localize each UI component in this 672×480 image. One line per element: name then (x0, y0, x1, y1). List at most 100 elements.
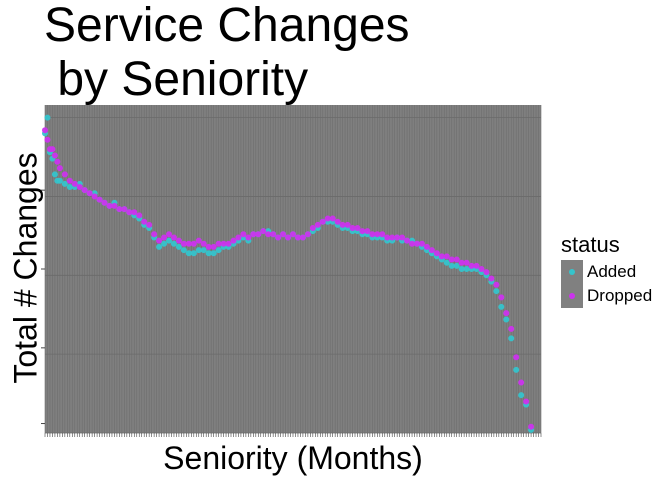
data-point-added (51, 171, 58, 178)
data-point-added (463, 266, 470, 272)
data-point-dropped (166, 231, 172, 238)
data-points (42, 114, 535, 433)
data-point-dropped (334, 218, 341, 225)
data-point-dropped (314, 221, 321, 228)
data-point-dropped (478, 266, 485, 272)
data-point-dropped (364, 228, 371, 235)
data-point-dropped (240, 231, 247, 238)
data-point-added (195, 247, 202, 254)
data-point-dropped (488, 275, 495, 282)
data-point-dropped (116, 206, 123, 213)
data-point-dropped (443, 253, 450, 260)
data-point-dropped (54, 158, 61, 165)
data-point-dropped (131, 209, 138, 216)
data-point-dropped (91, 193, 98, 200)
data-point-added (210, 250, 217, 257)
data-point-dropped (195, 237, 202, 244)
data-point-dropped (394, 234, 401, 241)
data-point-added (458, 266, 465, 272)
legend-dot-dropped-icon (569, 293, 575, 299)
data-point-dropped (101, 199, 108, 206)
data-point-dropped (329, 215, 336, 222)
legend: status Added Dropped (561, 232, 652, 308)
data-point-added (493, 288, 500, 295)
chart-title-line-2: by Seniority (44, 53, 309, 106)
data-point-dropped (235, 234, 242, 241)
data-point-added (180, 247, 187, 254)
data-point-added (448, 262, 455, 269)
data-point-dropped (438, 253, 445, 260)
data-point-dropped (49, 146, 56, 153)
legend-key-dropped (561, 284, 583, 308)
data-point-dropped (61, 171, 68, 178)
data-point-dropped (513, 354, 520, 361)
data-point-dropped (136, 212, 143, 219)
data-point-dropped (423, 243, 430, 250)
data-point-dropped (280, 231, 287, 238)
data-point-dropped (81, 187, 88, 194)
data-point-added (200, 247, 207, 254)
data-point-dropped (468, 262, 475, 269)
data-point-dropped (86, 190, 93, 197)
data-point-dropped (190, 240, 197, 247)
axis-ticks (41, 189, 542, 437)
data-point-dropped (265, 231, 272, 238)
data-point-dropped (294, 234, 301, 241)
data-point-dropped (483, 269, 490, 276)
data-point-dropped (42, 127, 48, 134)
data-point-dropped (389, 234, 396, 241)
data-point-dropped (324, 215, 331, 222)
legend-entry-dropped: Dropped (561, 284, 652, 308)
data-point-dropped (418, 240, 425, 247)
data-point-dropped (349, 225, 356, 231)
data-point-dropped (508, 325, 515, 332)
data-point-dropped (369, 231, 376, 238)
data-point-added (156, 243, 163, 250)
data-point-dropped (309, 225, 316, 231)
data-point-added (508, 335, 515, 342)
data-point-dropped (170, 234, 177, 241)
data-point-added (66, 184, 73, 190)
chart-title-line-1: Service Changes (44, 0, 410, 52)
data-point-added (518, 392, 525, 399)
data-point-dropped (414, 240, 420, 247)
data-point-dropped (250, 231, 257, 238)
data-point-dropped (96, 196, 103, 203)
data-point-dropped (141, 218, 148, 225)
legend-label-dropped: Dropped (587, 286, 653, 305)
data-point-dropped (339, 221, 346, 228)
data-point-added (503, 316, 510, 323)
data-point-dropped (76, 184, 83, 190)
legend-dot-added-icon (569, 269, 575, 275)
data-point-added (161, 240, 168, 247)
data-point-added (44, 114, 51, 121)
legend-entry-added: Added (561, 260, 652, 284)
data-point-added (61, 180, 68, 187)
data-point-dropped (126, 209, 133, 216)
data-point-dropped (255, 231, 262, 238)
data-point-dropped (528, 423, 535, 430)
data-point-dropped (205, 243, 212, 250)
data-point-dropped (319, 218, 326, 225)
data-point-dropped (71, 180, 78, 187)
data-point-dropped (299, 234, 306, 241)
data-point-dropped (374, 231, 381, 238)
data-point-dropped (523, 398, 530, 405)
data-point-dropped (200, 240, 207, 247)
data-point-dropped (210, 243, 217, 250)
data-point-added (56, 177, 63, 184)
data-point-dropped (180, 240, 187, 247)
data-point-dropped (260, 228, 267, 235)
data-point-dropped (106, 202, 113, 209)
legend-key-added (561, 260, 583, 284)
grid-lines (44, 105, 542, 434)
data-point-dropped (384, 234, 391, 241)
data-point-dropped (304, 231, 311, 238)
data-point-dropped (359, 228, 366, 235)
data-point-added (205, 250, 212, 257)
data-point-dropped (151, 231, 158, 238)
data-point-dropped (404, 237, 411, 244)
data-point-dropped (290, 231, 296, 238)
data-point-dropped (66, 177, 73, 184)
